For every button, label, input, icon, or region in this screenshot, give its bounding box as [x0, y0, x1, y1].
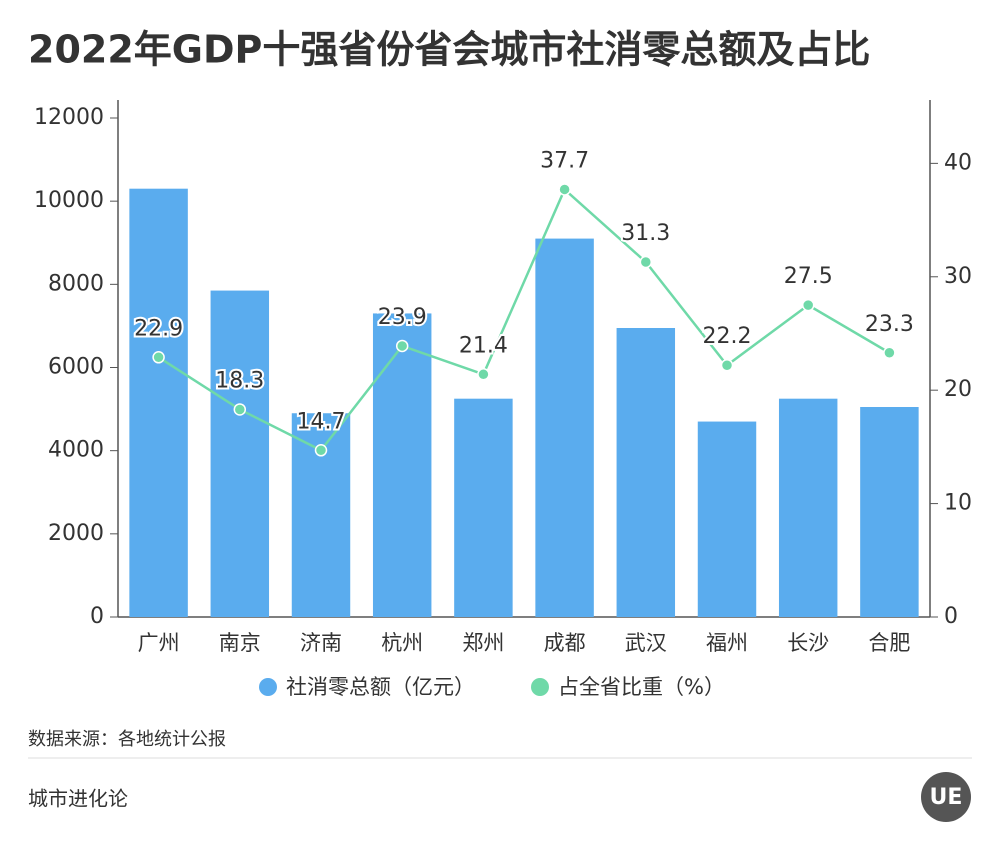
data-label: 14.7	[297, 409, 346, 434]
logo-badge	[921, 772, 971, 822]
legend-label: 占全省比重（%）	[558, 675, 725, 699]
bar	[778, 398, 838, 617]
y-tick-label: 12000	[34, 105, 104, 130]
y-tick-label: 8000	[48, 271, 104, 296]
data-label: 22.2	[703, 324, 752, 349]
data-label: 22.9	[134, 316, 183, 341]
data-label: 21.4	[459, 333, 508, 358]
bar	[454, 398, 513, 617]
line-point	[477, 368, 490, 381]
y-tick-label: 10000	[34, 188, 104, 213]
bar	[697, 421, 757, 617]
data-label: 23.9	[378, 305, 427, 330]
x-tick-label: 福州	[706, 631, 748, 655]
x-tick-label: 南京	[219, 631, 261, 655]
y-tick-label: 0	[90, 604, 104, 629]
x-tick-label: 成都	[544, 631, 586, 655]
bar	[291, 413, 351, 617]
bar	[210, 290, 270, 617]
y2-tick-label: 20	[944, 377, 972, 402]
bar	[129, 188, 188, 618]
x-tick-label: 郑州	[462, 631, 504, 655]
legend-label: 社消零总额（亿元）	[286, 675, 475, 699]
x-tick-label: 长沙	[787, 631, 829, 655]
line-point	[720, 358, 734, 372]
y2-tick-label: 30	[944, 264, 972, 289]
data-label: 18.3	[215, 368, 264, 393]
legend-swatch	[259, 678, 277, 696]
bar	[860, 407, 919, 617]
line-point	[314, 444, 328, 457]
legend-swatch	[531, 678, 549, 696]
line-point	[558, 183, 571, 196]
chart-title: 2022年GDP十强省份省会城市社消零总额及占比	[28, 28, 870, 72]
x-tick-label: 广州	[138, 631, 180, 655]
bar	[616, 327, 676, 617]
y2-tick-label: 0	[944, 604, 958, 629]
logo: UE	[930, 785, 963, 810]
line-point	[639, 255, 653, 269]
source: 数据来源：各地统计公报	[28, 729, 226, 750]
data-label: 37.7	[540, 148, 589, 173]
line-point	[395, 339, 409, 353]
x-tick-label: 济南	[300, 631, 342, 655]
bar	[372, 313, 432, 617]
line	[157, 187, 891, 452]
line-point	[883, 346, 896, 360]
y-tick-label: 2000	[48, 521, 104, 546]
y2-tick-label: 10	[944, 491, 972, 516]
line-point	[233, 403, 247, 416]
line-point	[801, 298, 815, 312]
y-tick-label: 6000	[48, 355, 104, 380]
x-tick-label: 合肥	[868, 631, 910, 655]
line-point	[152, 351, 165, 364]
data-label: 27.5	[784, 264, 833, 289]
y-tick-label: 4000	[48, 438, 104, 463]
data-label: 23.3	[865, 312, 914, 337]
bar	[535, 238, 594, 617]
y2-tick-label: 40	[944, 150, 972, 175]
x-tick-label: 武汉	[625, 631, 667, 655]
data-label: 31.3	[621, 221, 670, 246]
brand: 城市进化论	[28, 787, 128, 811]
x-tick-label: 杭州	[381, 631, 423, 655]
